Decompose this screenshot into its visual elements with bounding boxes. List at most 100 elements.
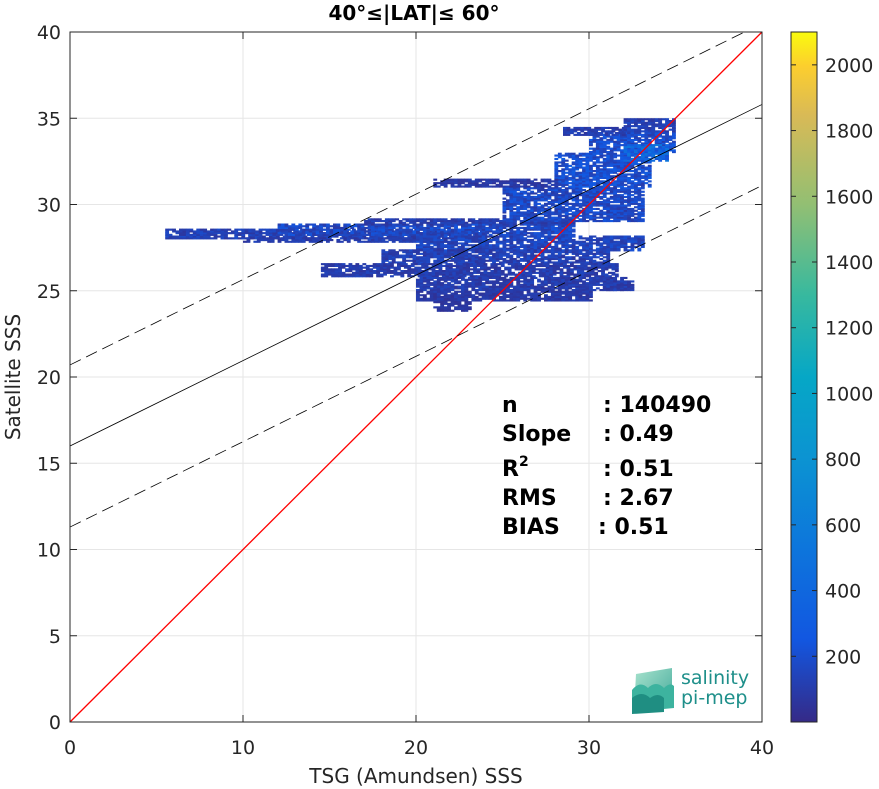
density-cell [464,251,469,254]
density-cell [210,237,214,240]
density-cell [599,289,604,292]
density-cell [492,230,496,233]
density-cell [488,228,493,231]
density-cell [575,209,580,212]
density-cell [288,240,292,243]
density-cell [519,289,524,292]
density-cell [637,187,642,190]
density-cell [554,157,559,161]
density-cell [592,137,597,140]
density-cell [531,270,536,273]
density-cell [495,237,500,240]
density-cell [547,223,552,226]
density-cell [422,249,427,252]
density-cell [320,268,325,271]
density-cell [333,226,337,230]
density-cell [499,297,503,300]
density-cell [557,294,562,297]
density-cell [376,275,381,278]
density-cell [630,173,635,176]
density-cell [265,232,270,235]
density-cell [478,244,483,247]
density-cell [512,247,517,250]
density-cell [594,132,599,135]
density-cell [435,263,439,266]
density-cell [348,273,353,276]
density-cell [602,182,607,185]
density-cell [478,282,483,285]
density-cell [390,235,394,238]
density-cell [630,202,635,205]
density-cell [474,249,479,252]
density-cell [554,201,559,204]
density-cell [492,299,496,302]
density-cell [457,299,462,302]
density-cell [165,237,170,240]
density-cell [571,152,576,155]
density-cell [319,232,323,235]
density-cell [454,233,458,236]
density-cell [474,256,479,259]
density-cell [627,240,631,243]
density-cell [402,233,407,236]
density-cell [570,130,574,133]
density-cell [182,230,187,233]
density-cell [613,170,618,173]
density-cell [554,258,559,261]
density-cell [620,161,624,164]
density-cell [506,235,510,238]
density-cell [609,151,614,154]
density-cell [523,254,528,257]
density-cell [630,211,635,214]
density-cell [568,285,573,288]
density-cell [509,218,514,221]
density-cell [578,176,583,180]
density-cell [377,220,382,223]
density-cell [419,280,424,283]
density-cell [284,239,289,242]
density-cell [609,178,614,181]
density-cell [324,266,329,269]
density-cell [506,218,510,221]
density-cell [578,278,583,281]
density-cell [564,289,569,292]
density-cell [623,163,628,166]
density-cell [585,283,590,286]
density-cell [613,237,618,240]
density-cell [410,264,415,268]
density-cell [462,268,467,271]
density-cell [602,242,607,245]
density-cell [547,290,552,293]
density-cell [637,199,642,202]
density-cell [564,221,569,224]
density-cell [526,287,531,290]
density-cell [630,163,635,166]
density-cell [419,289,424,292]
density-cell [251,232,256,235]
density-cell [582,213,586,216]
density-cell [381,256,386,259]
density-cell [381,252,386,255]
density-cell [516,295,521,299]
density-cell [634,175,638,178]
density-cell [305,226,310,230]
density-cell [554,251,559,254]
density-cell [464,285,469,288]
density-cell [388,252,393,255]
density-cell [620,140,624,143]
density-cell [514,263,519,266]
density-cell [412,223,417,226]
density-cell [627,237,631,240]
density-cell [436,261,441,264]
density-cell [640,209,645,212]
density-cell [526,199,531,202]
density-cell [561,182,566,185]
density-cell [298,233,303,236]
density-cell [609,161,614,164]
density-cell [592,289,597,292]
density-cell [544,282,548,285]
density-cell [519,295,524,299]
density-cell [319,240,323,243]
density-cell [570,263,574,266]
density-cell [544,240,548,243]
